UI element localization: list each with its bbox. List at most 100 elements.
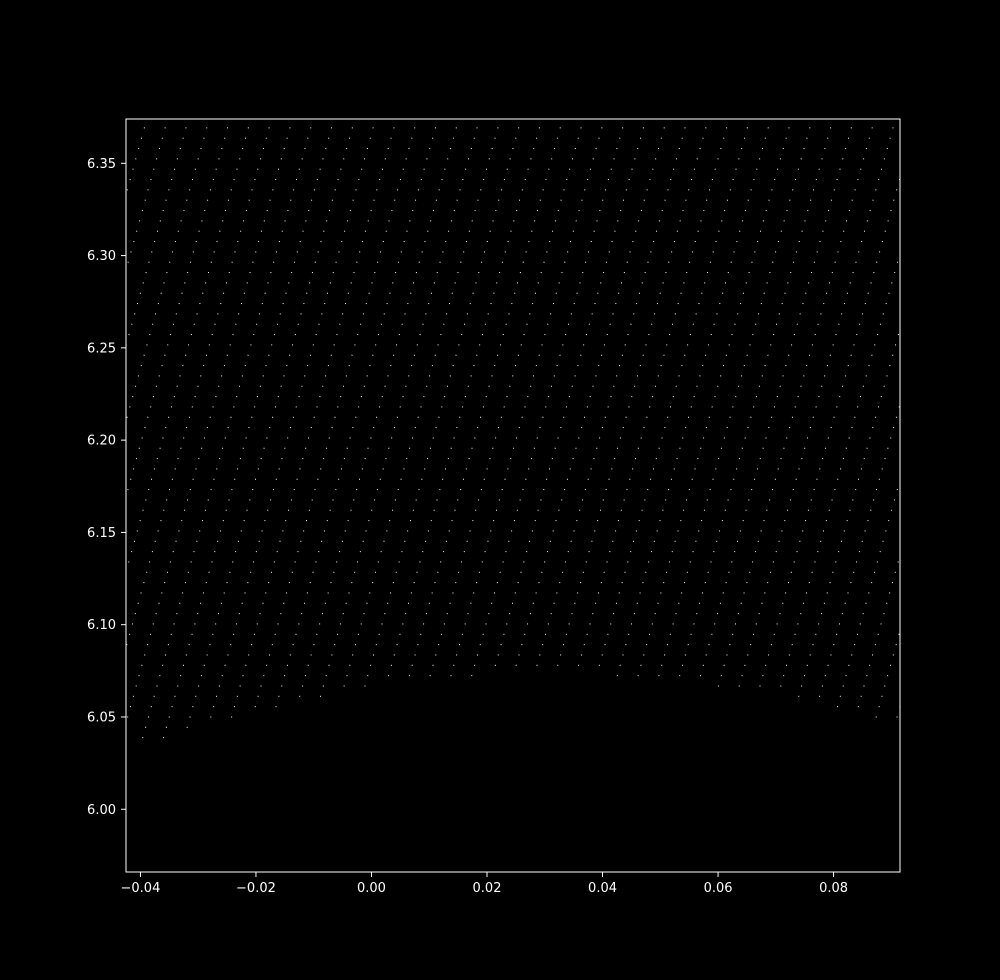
data-point bbox=[787, 282, 789, 284]
data-point bbox=[147, 716, 149, 718]
data-point bbox=[330, 354, 332, 356]
data-point bbox=[343, 385, 345, 387]
data-point bbox=[740, 303, 742, 305]
data-point bbox=[658, 148, 660, 150]
data-point bbox=[239, 158, 241, 160]
data-point bbox=[435, 427, 437, 429]
data-point bbox=[313, 644, 315, 646]
data-point bbox=[735, 396, 737, 398]
data-point bbox=[497, 354, 499, 356]
data-point bbox=[890, 210, 892, 212]
data-point bbox=[674, 540, 676, 542]
data-point bbox=[584, 416, 585, 418]
data-point bbox=[308, 509, 310, 511]
data-point bbox=[295, 633, 297, 635]
data-point bbox=[759, 458, 761, 460]
data-point bbox=[724, 282, 726, 284]
data-point bbox=[306, 292, 308, 294]
data-point bbox=[402, 168, 404, 170]
data-point bbox=[884, 685, 886, 687]
data-point bbox=[429, 675, 431, 677]
data-point bbox=[281, 685, 283, 687]
data-point bbox=[307, 137, 309, 139]
data-point bbox=[298, 623, 300, 625]
data-point bbox=[130, 251, 132, 253]
data-point bbox=[755, 623, 757, 625]
data-point bbox=[349, 210, 351, 212]
data-point bbox=[691, 251, 693, 253]
data-point bbox=[812, 189, 814, 191]
data-point bbox=[645, 344, 647, 346]
data-point bbox=[464, 623, 466, 625]
data-point bbox=[552, 303, 554, 305]
data-point bbox=[172, 551, 174, 553]
data-point bbox=[268, 127, 270, 129]
data-point bbox=[455, 354, 457, 356]
data-point bbox=[289, 654, 291, 656]
data-point bbox=[459, 416, 461, 418]
data-point bbox=[823, 303, 825, 305]
data-point bbox=[343, 158, 345, 160]
data-point bbox=[742, 220, 744, 222]
data-point bbox=[872, 199, 874, 201]
data-point bbox=[520, 571, 522, 573]
data-point bbox=[373, 427, 375, 429]
data-point bbox=[184, 582, 186, 584]
data-point bbox=[254, 706, 256, 708]
data-point bbox=[548, 396, 550, 398]
data-point bbox=[711, 406, 713, 408]
data-point bbox=[531, 530, 533, 532]
data-point bbox=[151, 251, 153, 253]
data-point bbox=[360, 623, 362, 625]
data-point bbox=[332, 499, 334, 501]
data-point bbox=[683, 509, 685, 511]
data-point bbox=[157, 530, 159, 532]
data-point bbox=[637, 675, 639, 677]
data-point bbox=[752, 633, 754, 635]
data-point bbox=[812, 644, 814, 646]
data-point bbox=[774, 478, 776, 480]
data-point bbox=[835, 561, 837, 563]
data-point bbox=[685, 427, 687, 429]
data-point bbox=[631, 168, 633, 170]
data-point bbox=[428, 602, 430, 604]
data-point bbox=[796, 551, 798, 553]
data-point bbox=[644, 272, 646, 274]
data-point bbox=[404, 540, 406, 542]
data-point bbox=[854, 644, 856, 646]
data-point bbox=[526, 323, 528, 325]
data-point bbox=[168, 189, 170, 191]
data-point bbox=[395, 272, 397, 274]
data-point bbox=[885, 303, 887, 305]
data-point bbox=[650, 551, 652, 553]
data-point bbox=[855, 489, 857, 491]
data-point bbox=[840, 540, 842, 542]
data-point bbox=[895, 344, 897, 346]
data-point bbox=[546, 478, 548, 480]
data-point bbox=[732, 406, 734, 408]
data-point bbox=[143, 582, 145, 584]
data-point bbox=[726, 427, 728, 429]
data-point bbox=[714, 623, 716, 625]
data-point bbox=[791, 644, 793, 646]
data-point bbox=[449, 602, 451, 604]
data-point bbox=[706, 199, 708, 201]
data-point bbox=[517, 582, 519, 584]
data-point bbox=[838, 551, 840, 553]
data-point bbox=[214, 323, 216, 325]
data-point bbox=[780, 685, 782, 687]
data-point bbox=[263, 675, 265, 677]
data-point bbox=[567, 551, 569, 553]
data-point bbox=[193, 551, 195, 553]
data-point bbox=[440, 561, 442, 563]
data-point bbox=[837, 251, 839, 253]
data-point bbox=[355, 644, 357, 646]
data-point bbox=[749, 344, 751, 346]
data-point bbox=[130, 478, 132, 480]
data-point bbox=[764, 365, 766, 367]
data-point bbox=[630, 551, 632, 553]
data-point bbox=[204, 509, 206, 511]
data-point bbox=[210, 489, 212, 491]
data-point bbox=[723, 365, 724, 367]
data-point bbox=[311, 272, 313, 274]
